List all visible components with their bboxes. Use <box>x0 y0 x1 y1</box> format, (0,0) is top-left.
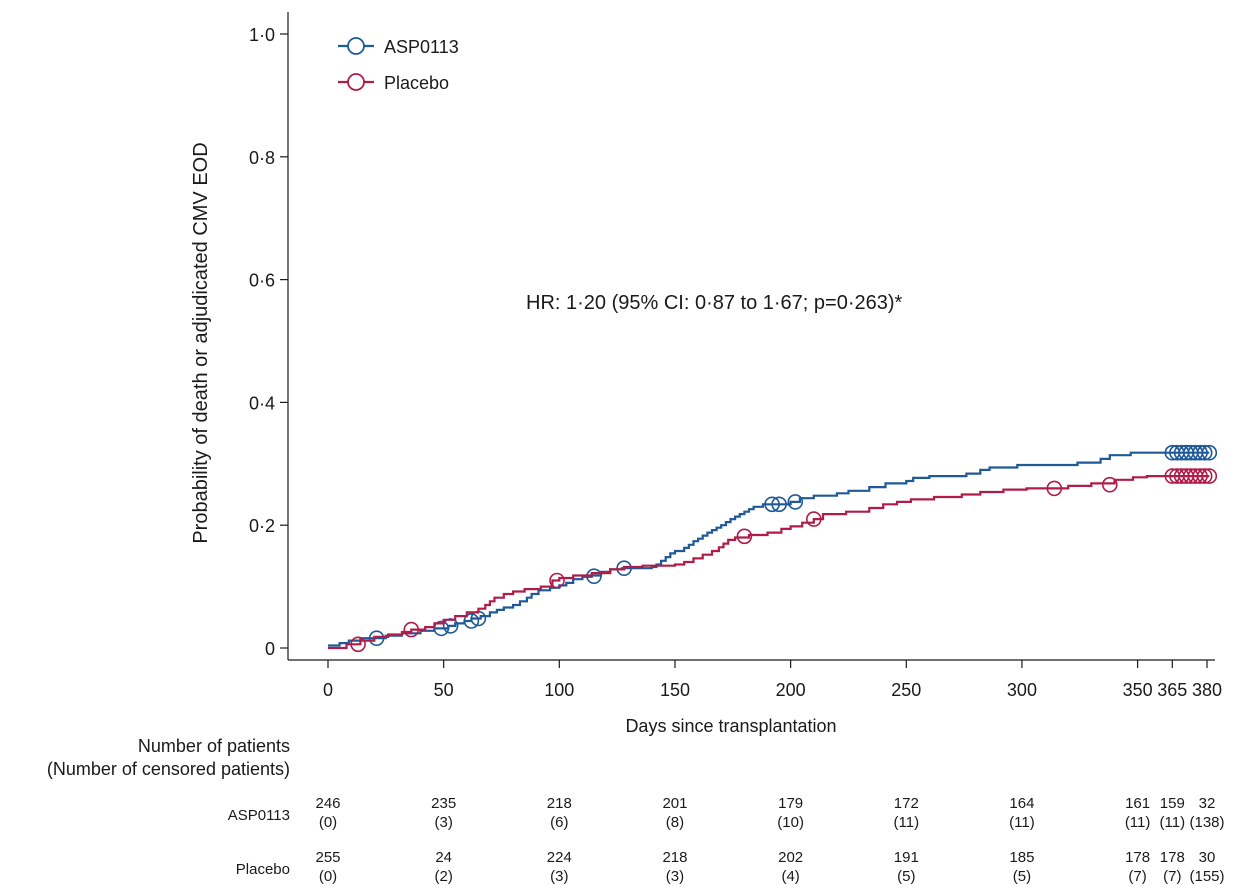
risk-censored-value: (11) <box>1160 814 1186 831</box>
risk-at-risk-value: 30 <box>1199 849 1216 866</box>
risk-row-label: ASP0113 <box>228 807 290 824</box>
censor-mark-placebo <box>403 621 420 638</box>
risk-table-header: Number of patients <box>138 736 290 756</box>
curves <box>328 444 1218 653</box>
censor-mark-asp0113 <box>368 630 385 647</box>
censor-mark-asp0113 <box>1201 444 1218 461</box>
risk-at-risk-value: 218 <box>547 795 572 812</box>
y-tick-label: 0·2 <box>249 516 275 536</box>
risk-at-risk-value: 32 <box>1199 795 1216 812</box>
risk-censored-value: (11) <box>1009 814 1035 831</box>
risk-at-risk-value: 178 <box>1125 849 1150 866</box>
risk-censored-value: (5) <box>1013 868 1031 885</box>
censor-mark-placebo <box>350 636 366 653</box>
censor-mark-placebo <box>805 511 822 527</box>
risk-censored-value: (2) <box>434 868 452 885</box>
censor-mark-asp0113 <box>787 494 804 510</box>
censor-mark-asp0113 <box>616 560 632 577</box>
censor-mark-placebo <box>1046 480 1063 497</box>
risk-censored-value: (7) <box>1128 868 1146 885</box>
risk-censored-value: (4) <box>781 868 799 885</box>
risk-censored-value: (138) <box>1189 814 1224 831</box>
x-tick-label: 50 <box>434 680 454 700</box>
risk-censored-value: (3) <box>550 868 568 885</box>
risk-censored-value: (155) <box>1189 868 1224 885</box>
censor-mark-asp0113 <box>764 496 780 513</box>
risk-censored-value: (6) <box>550 814 568 831</box>
x-tick-label: 0 <box>323 680 333 700</box>
censor-mark-placebo <box>1201 468 1218 484</box>
legend-label: ASP0113 <box>384 37 459 57</box>
x-tick-label: 200 <box>776 680 806 700</box>
censor-mark-placebo <box>1192 468 1208 484</box>
risk-at-risk-value: 201 <box>662 795 687 812</box>
risk-at-risk-value: 161 <box>1125 795 1150 812</box>
risk-at-risk-value: 164 <box>1009 795 1034 812</box>
risk-at-risk-value: 159 <box>1160 795 1185 812</box>
risk-at-risk-value: 255 <box>315 849 340 866</box>
risk-at-risk-value: 24 <box>435 849 452 866</box>
censor-mark-placebo <box>1102 476 1118 493</box>
x-axis-title: Days since transplantation <box>625 716 836 736</box>
risk-at-risk-value: 235 <box>431 795 456 812</box>
censor-mark-placebo <box>1196 468 1213 484</box>
censor-mark-placebo <box>549 572 565 589</box>
x-tick-label: 300 <box>1007 680 1037 700</box>
risk-at-risk-value: 202 <box>778 849 803 866</box>
risk-at-risk-value: 185 <box>1009 849 1034 866</box>
censor-mark-asp0113 <box>433 620 450 637</box>
y-tick-label: 0·4 <box>249 393 275 413</box>
legend-marker <box>347 73 365 91</box>
km-curve-placebo <box>328 475 1210 650</box>
risk-at-risk-value: 224 <box>547 849 572 866</box>
censor-mark-asp0113 <box>1196 444 1213 461</box>
risk-at-risk-value: 179 <box>778 795 803 812</box>
y-axis-title: Probability of death or adjudicated CMV … <box>190 142 212 543</box>
risk-table-subheader: (Number of censored patients) <box>47 759 290 779</box>
risk-censored-value: (11) <box>1125 814 1151 831</box>
risk-censored-value: (10) <box>777 814 804 831</box>
x-tick-label: 365 <box>1157 680 1187 700</box>
risk-censored-value: (8) <box>666 814 684 831</box>
y-tick-label: 0 <box>265 639 275 659</box>
x-tick-label: 350 <box>1123 680 1153 700</box>
risk-at-risk-value: 191 <box>894 849 919 866</box>
hr-annotation: HR: 1·20 (95% CI: 0·87 to 1·67; p=0·263)… <box>526 292 903 314</box>
y-tick-label: 1·0 <box>249 25 275 45</box>
risk-row-label: Placebo <box>236 861 290 878</box>
risk-at-risk-value: 172 <box>894 795 919 812</box>
censor-mark-placebo <box>736 528 753 545</box>
risk-censored-value: (0) <box>319 868 337 885</box>
risk-censored-value: (3) <box>666 868 684 885</box>
censor-mark-asp0113 <box>463 613 480 629</box>
risk-at-risk-value: 178 <box>1160 849 1185 866</box>
x-tick-label: 100 <box>544 680 574 700</box>
censor-mark-asp0113 <box>771 496 787 513</box>
y-tick-label: 0·6 <box>249 271 275 291</box>
risk-censored-value: (0) <box>319 814 337 831</box>
x-tick-label: 250 <box>891 680 921 700</box>
y-tick-label: 0·8 <box>249 148 275 168</box>
risk-censored-value: (3) <box>434 814 452 831</box>
km-curve-asp0113 <box>328 451 1210 647</box>
legend-label: Placebo <box>384 73 449 93</box>
censor-mark-asp0113 <box>1192 444 1208 461</box>
x-tick-label: 380 <box>1192 680 1222 700</box>
legend-marker <box>347 37 365 55</box>
x-tick-label: 150 <box>660 680 690 700</box>
risk-at-risk-value: 218 <box>662 849 687 866</box>
risk-at-risk-value: 246 <box>315 795 340 812</box>
legend: ASP0113 Placebo <box>338 37 459 93</box>
risk-censored-value: (5) <box>897 868 915 885</box>
risk-table: Number of patients (Number of censored p… <box>47 736 1225 885</box>
risk-censored-value: (7) <box>1163 868 1181 885</box>
risk-censored-value: (11) <box>894 814 920 831</box>
axes: 0 0·2 0·4 0·6 0·8 1·0 0 50 100 150 200 250 300 350 365… <box>249 12 1222 700</box>
